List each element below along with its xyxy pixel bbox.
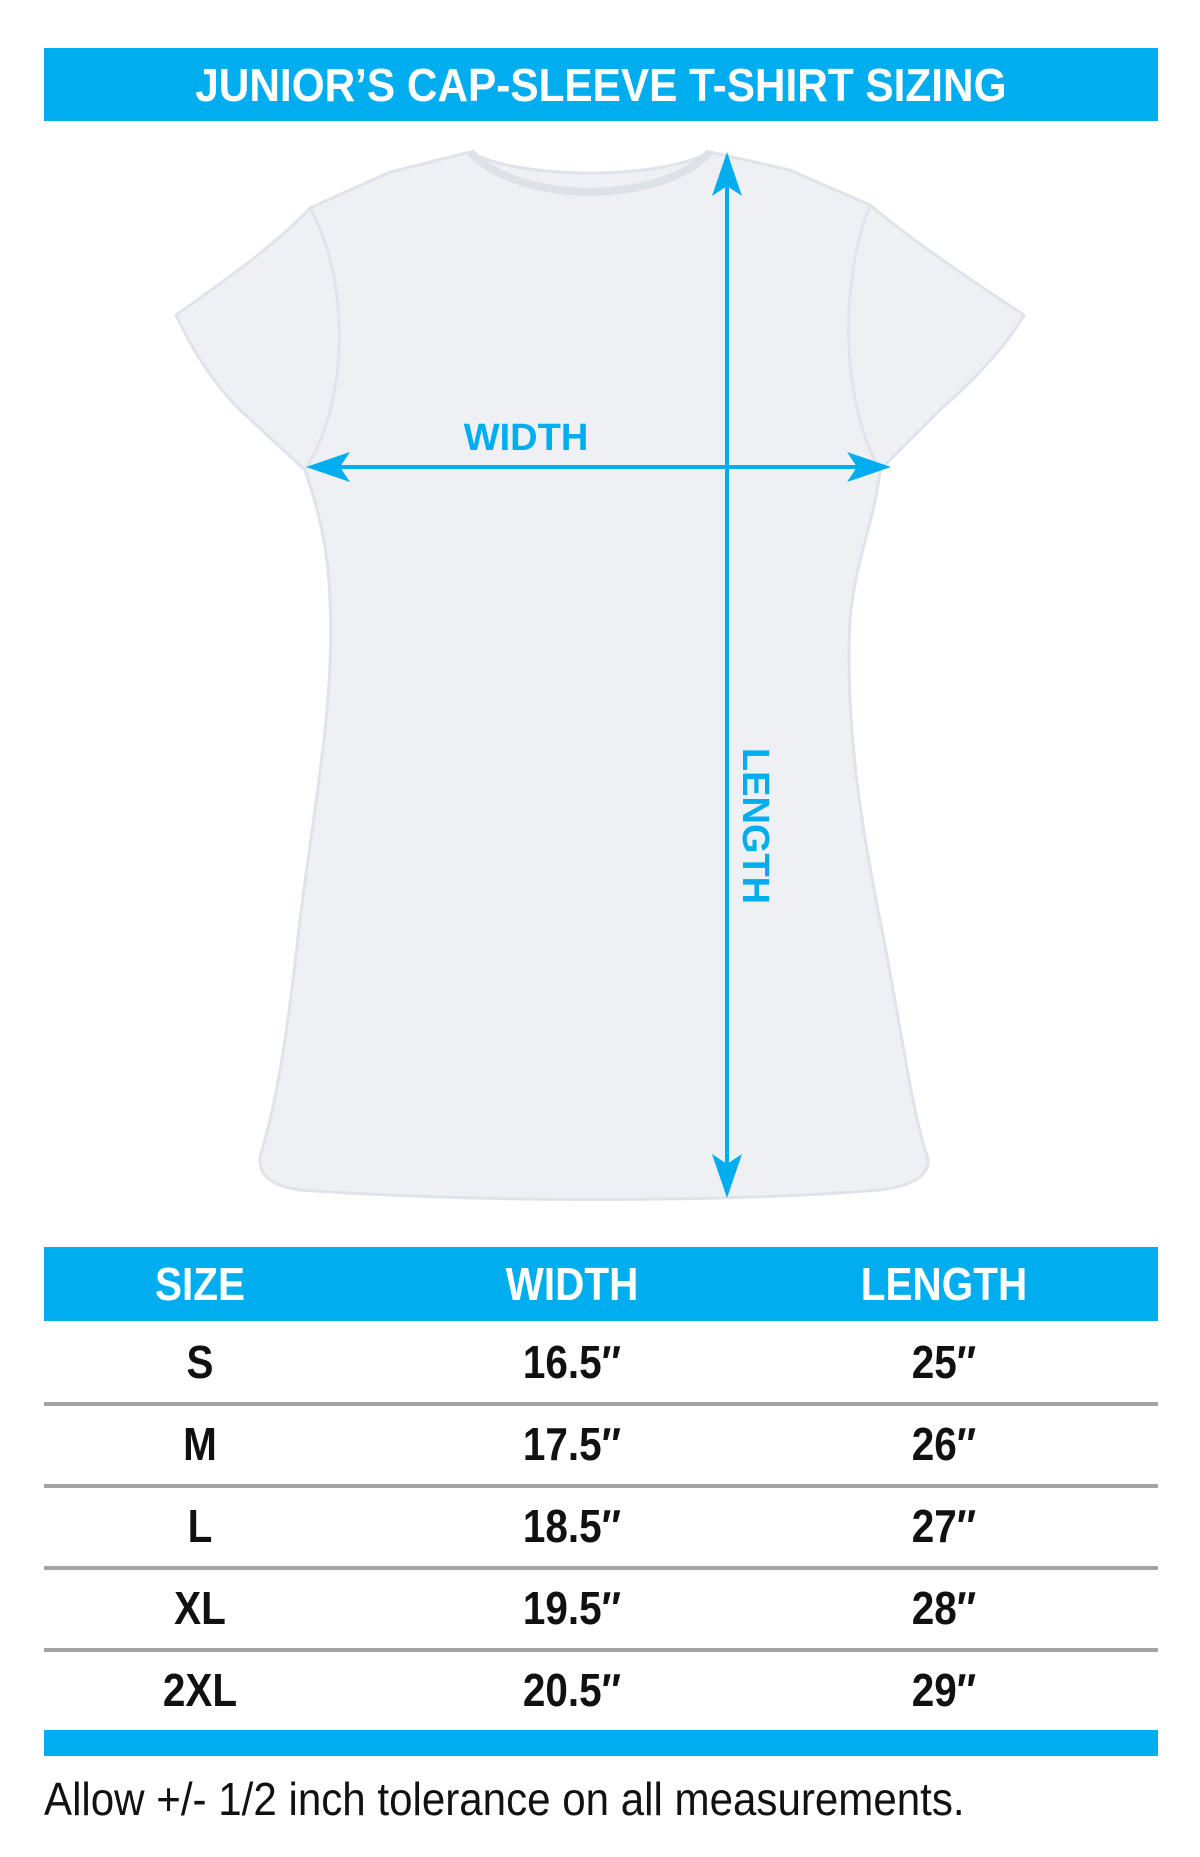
column-header-length: LENGTH xyxy=(860,1258,1028,1310)
cell-size: M xyxy=(183,1418,217,1470)
cell-width: 18.5″ xyxy=(522,1500,622,1552)
table-row: 2XL 20.5″ 29″ xyxy=(44,1650,1158,1731)
row-divider xyxy=(44,1566,1158,1570)
tshirt-collar xyxy=(467,149,713,196)
column-header-width: WIDTH xyxy=(505,1258,639,1310)
width-label: WIDTH xyxy=(464,417,589,459)
table-row: XL 19.5″ 28″ xyxy=(44,1568,1158,1649)
sleeve-seam-left xyxy=(303,207,341,471)
table-footer-bar xyxy=(44,1730,1158,1756)
table-row: L 18.5″ 27″ xyxy=(44,1486,1158,1567)
cell-size: XL xyxy=(174,1582,226,1634)
tolerance-note: Allow +/- 1/2 inch tolerance on all meas… xyxy=(44,1773,965,1825)
width-arrow xyxy=(306,452,891,482)
cell-size: S xyxy=(186,1336,214,1388)
cell-width: 16.5″ xyxy=(522,1336,622,1388)
cell-length: 28″ xyxy=(911,1582,977,1634)
length-label: LENGTH xyxy=(734,748,776,904)
table-row: S 16.5″ 25″ xyxy=(44,1322,1158,1403)
tshirt-diagram: WIDTH LENGTH xyxy=(174,149,1026,1201)
row-divider xyxy=(44,1484,1158,1488)
row-divider xyxy=(44,1402,1158,1406)
table-header: SIZE WIDTH LENGTH xyxy=(44,1247,1158,1321)
table-row: M 17.5″ 26″ xyxy=(44,1404,1158,1485)
cell-width: 17.5″ xyxy=(522,1418,622,1470)
cell-width: 19.5″ xyxy=(522,1582,622,1634)
cell-length: 27″ xyxy=(911,1500,977,1552)
title-banner: JUNIOR’S CAP-SLEEVE T-SHIRT SIZING xyxy=(44,48,1158,121)
page-title: JUNIOR’S CAP-SLEEVE T-SHIRT SIZING xyxy=(195,58,1007,111)
cell-size: L xyxy=(187,1500,213,1552)
cell-size: 2XL xyxy=(162,1664,238,1716)
cell-length: 25″ xyxy=(911,1336,977,1388)
column-header-size: SIZE xyxy=(155,1258,245,1310)
length-arrow xyxy=(712,152,742,1198)
cell-width: 20.5″ xyxy=(522,1664,622,1716)
tshirt-illustration xyxy=(174,150,1026,1201)
row-divider xyxy=(44,1648,1158,1652)
cell-length: 29″ xyxy=(911,1664,977,1716)
sleeve-seam-right xyxy=(847,204,882,471)
cell-length: 26″ xyxy=(911,1418,977,1470)
